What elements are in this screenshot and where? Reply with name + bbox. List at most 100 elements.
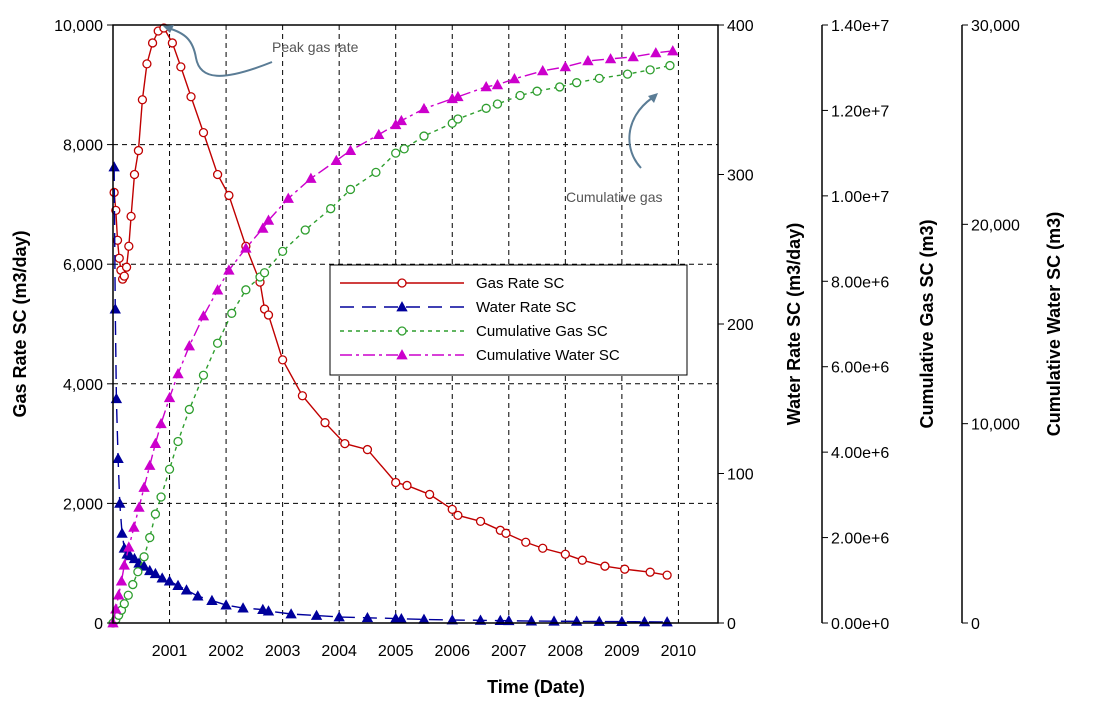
data-point [277, 355, 288, 365]
data-point [149, 567, 162, 579]
legend: Gas Rate SC Water Rate SC Cumulative Gas S… [329, 264, 688, 376]
data-point [109, 303, 121, 314]
x-tick-label: 2001 [152, 643, 188, 660]
data-point [133, 567, 143, 577]
x-tick-label: 2009 [604, 643, 640, 660]
data-point [402, 480, 412, 491]
cum-gas-tick-label: 8.00e+6 [831, 274, 889, 291]
x-tick-label: 2004 [321, 643, 357, 660]
data-point [395, 114, 408, 126]
data-point [211, 284, 224, 295]
data-point [257, 222, 269, 233]
peak-arrowhead-icon [163, 25, 174, 33]
data-point [571, 78, 582, 88]
data-point [128, 552, 141, 564]
data-point [452, 90, 464, 102]
data-point [126, 211, 136, 222]
data-point [164, 464, 175, 474]
series-gas-rate-sc [109, 23, 672, 580]
peak-arrow [167, 27, 273, 77]
data-point [115, 575, 128, 586]
series-line [113, 167, 668, 623]
cumgas-arrow [628, 97, 653, 169]
legend-marker [396, 349, 408, 360]
data-point [147, 38, 158, 48]
y-axis-title-cum-gas: Cumulative Gas SC (m3) [917, 219, 937, 428]
data-point [197, 310, 210, 321]
data-point [604, 53, 617, 64]
data-point [645, 65, 655, 75]
data-point [262, 214, 275, 225]
data-point [537, 65, 549, 76]
cum-water-tick-label: 0 [971, 616, 980, 633]
data-point [133, 501, 145, 512]
data-point [559, 61, 572, 72]
data-point [240, 242, 252, 253]
data-point [183, 340, 196, 351]
data-point [282, 192, 294, 203]
data-point [119, 599, 129, 609]
data-point [180, 584, 193, 595]
data-point [345, 184, 356, 195]
gas-rate-tick-label: 2,000 [63, 496, 103, 513]
data-point [144, 459, 156, 470]
data-point [555, 82, 565, 92]
data-point [118, 559, 130, 570]
data-point [491, 78, 504, 90]
legend-entry: Cumulative Water SC [340, 347, 620, 364]
gas-rate-tick-label: 4,000 [63, 377, 103, 394]
data-point [330, 154, 343, 165]
data-point [212, 338, 223, 348]
data-point [198, 370, 209, 380]
axes: 2001 2002 2003 2004 2005 2006 2007 2008 2009 2010… [54, 18, 1020, 660]
data-point [538, 543, 548, 553]
data-point [645, 567, 655, 577]
data-point [112, 589, 125, 600]
x-tick-label: 2008 [548, 643, 584, 660]
data-point [237, 602, 249, 613]
data-point [662, 570, 672, 580]
annotation-cumgas: Cumulative gas [566, 93, 663, 205]
data-point [114, 253, 124, 263]
data-point [333, 611, 345, 622]
legend-label: Gas Rate SC [476, 275, 565, 292]
legend-entry: Water Rate SC [340, 299, 576, 316]
data-point [650, 47, 662, 58]
data-point [638, 615, 651, 627]
data-point [198, 127, 209, 138]
data-point [600, 561, 610, 571]
data-point [172, 579, 184, 591]
data-point [212, 169, 223, 180]
data-point [121, 262, 132, 272]
data-point [163, 575, 176, 586]
data-point [163, 391, 176, 403]
data-point [110, 392, 123, 404]
data-point [133, 145, 144, 156]
data-point [391, 148, 401, 158]
data-point [300, 225, 310, 235]
data-point [481, 103, 491, 113]
data-point [508, 72, 521, 84]
data-point [123, 590, 133, 600]
cum-gas-tick-label: 0.00e+0 [831, 616, 889, 633]
data-point [560, 549, 570, 559]
legend-label: Cumulative Water SC [476, 347, 620, 364]
data-point [142, 59, 152, 69]
data-point [123, 541, 135, 552]
data-point [227, 308, 237, 318]
legend-label: Cumulative Gas SC [476, 323, 608, 340]
data-point [128, 521, 140, 532]
data-point [344, 144, 357, 155]
data-point [241, 285, 251, 295]
data-point [224, 190, 234, 201]
data-point [515, 90, 525, 101]
data-point [582, 55, 594, 66]
data-point [150, 509, 161, 519]
data-point [112, 452, 124, 463]
data-point [220, 599, 232, 610]
water-rate-tick-label: 200 [727, 317, 754, 334]
data-point [156, 572, 168, 583]
gas-rate-tick-label: 6,000 [63, 257, 103, 274]
y-axis-title-gas-rate: Gas Rate SC (m3/day) [10, 230, 30, 417]
data-point [320, 418, 330, 428]
